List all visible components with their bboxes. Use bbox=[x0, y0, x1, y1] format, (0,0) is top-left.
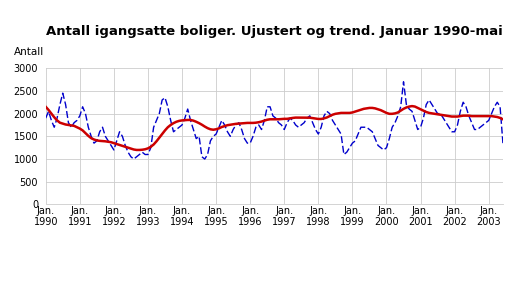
Antall boliger, ujustert bbox=[131, 157, 137, 161]
Antall boliger, trend bbox=[412, 105, 418, 108]
Antall boliger, trend bbox=[500, 118, 506, 121]
Antall boliger, ujustert bbox=[193, 137, 199, 140]
Antall boliger, trend bbox=[415, 106, 421, 110]
Antall boliger, ujustert bbox=[415, 128, 421, 131]
Antall boliger, trend bbox=[193, 120, 199, 124]
Antall boliger, ujustert bbox=[346, 146, 353, 149]
Antall boliger, trend bbox=[409, 105, 415, 108]
Antall boliger, trend bbox=[346, 111, 353, 115]
Legend: Antall boliger, ujustert, Antall boliger, trend: Antall boliger, ujustert, Antall boliger… bbox=[112, 281, 436, 284]
Antall boliger, ujustert bbox=[412, 119, 418, 122]
Antall boliger, ujustert bbox=[500, 141, 506, 145]
Antall boliger, trend bbox=[82, 131, 88, 135]
Antall boliger, ujustert bbox=[82, 112, 88, 115]
Antall boliger, ujustert bbox=[400, 80, 406, 83]
Antall boliger, trend bbox=[43, 105, 49, 108]
Line: Antall boliger, ujustert: Antall boliger, ujustert bbox=[46, 82, 503, 159]
Line: Antall boliger, trend: Antall boliger, trend bbox=[46, 106, 503, 150]
Antall boliger, trend bbox=[134, 148, 140, 152]
Text: Antall igangsatte boliger. Ujustert og trend. Januar 1990-mai 2003: Antall igangsatte boliger. Ujustert og t… bbox=[46, 25, 508, 38]
Antall boliger, ujustert bbox=[43, 116, 49, 120]
Antall boliger, ujustert bbox=[196, 135, 202, 138]
Antall boliger, trend bbox=[196, 122, 202, 125]
Text: Antall: Antall bbox=[14, 47, 44, 57]
